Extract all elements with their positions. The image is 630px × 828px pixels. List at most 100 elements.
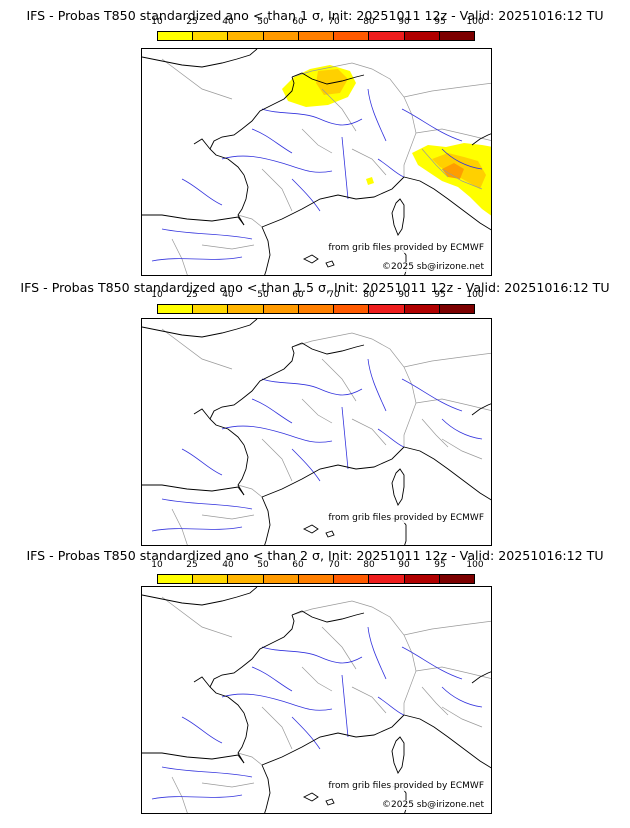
colorbar-tick: 60 <box>292 560 304 570</box>
copyright-credit: ©2025 sb@irizone.net <box>381 262 485 272</box>
coastline <box>391 736 405 774</box>
colorbar-tick: 90 <box>398 290 410 300</box>
map <box>142 587 491 813</box>
river <box>251 128 293 154</box>
colorbar-tick: 40 <box>222 17 234 27</box>
coastline <box>142 319 258 338</box>
colorbar-tick: 70 <box>328 560 340 570</box>
admin-border <box>161 596 233 638</box>
coastline <box>142 49 258 68</box>
river <box>291 448 321 482</box>
map <box>142 49 491 275</box>
coastline <box>291 342 365 355</box>
admin-border <box>261 168 293 212</box>
colorbar-tick: 90 <box>398 560 410 570</box>
colorbar-tick: 100 <box>466 560 484 570</box>
river <box>151 794 243 800</box>
colorbar-swatch <box>298 32 335 40</box>
colorbar-tick: 40 <box>222 290 234 300</box>
colorbar-tick: 25 <box>186 17 198 27</box>
river <box>181 716 223 744</box>
coastline <box>325 798 335 806</box>
admin-border <box>403 620 491 636</box>
coastline <box>403 446 491 501</box>
copyright-credit: ©2025 sb@irizone.net <box>381 800 485 810</box>
river <box>401 378 463 412</box>
coastline <box>391 198 405 236</box>
river <box>161 766 253 778</box>
colorbar-tick: 70 <box>328 290 340 300</box>
river <box>221 155 333 173</box>
colorbar-tick: 80 <box>363 560 375 570</box>
admin-border <box>351 148 387 176</box>
admin-border <box>403 82 491 98</box>
panel-title: IFS - Probas T850 standardized ano < tha… <box>26 8 604 23</box>
colorbar-tick: 95 <box>434 17 446 27</box>
probability-area <box>366 177 374 185</box>
map-frame: from grib files provided by ECMWF ©2025 … <box>141 586 492 814</box>
colorbar-swatch <box>158 32 194 40</box>
coastline <box>471 671 491 684</box>
colorbar-swatch <box>439 575 474 583</box>
admin-border <box>441 438 483 460</box>
map-frame: from grib files provided by ECMWF ©2025 … <box>141 48 492 276</box>
colorbar-tick: 50 <box>257 290 269 300</box>
colorbar-tick: 10 <box>151 290 163 300</box>
river <box>341 406 349 470</box>
colorbar-tick: 95 <box>434 290 446 300</box>
river <box>151 256 243 262</box>
colorbar-tick: 95 <box>434 560 446 570</box>
colorbar-tick: 70 <box>328 17 340 27</box>
admin-border <box>201 244 255 250</box>
source-credit: from grib files provided by ECMWF <box>327 513 485 523</box>
coastline <box>391 468 405 506</box>
colorbar-swatch <box>369 305 405 313</box>
colorbar-swatch <box>404 32 440 40</box>
coastline <box>209 346 295 420</box>
probability-area <box>316 69 348 95</box>
colorbar-swatch <box>228 575 264 583</box>
colorbar-swatch <box>193 575 229 583</box>
admin-border <box>441 706 483 728</box>
colorbar-swatch <box>369 575 405 583</box>
admin-border <box>415 666 491 679</box>
admin-border <box>237 214 263 228</box>
colorbar-tick: 25 <box>186 290 198 300</box>
source-credit: from grib files provided by ECMWF <box>327 243 485 253</box>
coastline <box>302 524 319 534</box>
coastline <box>193 408 245 446</box>
coastline <box>291 72 365 85</box>
coastline <box>237 712 249 764</box>
river <box>377 428 405 448</box>
coastline <box>471 403 491 416</box>
coastline <box>325 530 335 538</box>
river <box>221 693 333 711</box>
colorbar-tick: 100 <box>466 17 484 27</box>
admin-border <box>415 128 491 141</box>
colorbar-swatch <box>334 32 370 40</box>
coastline <box>403 176 491 231</box>
admin-border <box>161 58 233 100</box>
coastline <box>209 614 295 688</box>
admin-border <box>441 168 483 190</box>
colorbar-swatch <box>158 575 194 583</box>
river <box>441 686 483 708</box>
colorbar-swatch <box>263 305 299 313</box>
coastline <box>261 764 271 813</box>
river <box>367 626 387 680</box>
coastline <box>237 174 249 226</box>
colorbar-swatch <box>439 305 474 313</box>
river <box>251 398 293 424</box>
admin-border <box>161 328 233 370</box>
colorbar-tick: 100 <box>466 290 484 300</box>
colorbar-swatch <box>404 305 440 313</box>
colorbar-swatch <box>404 575 440 583</box>
river <box>401 646 463 680</box>
coastline <box>261 226 271 275</box>
river <box>251 666 293 692</box>
coastline <box>142 214 245 226</box>
source-credit: from grib files provided by ECMWF <box>327 781 485 791</box>
coastline <box>193 676 245 714</box>
river <box>161 228 253 240</box>
admin-border <box>291 332 417 447</box>
